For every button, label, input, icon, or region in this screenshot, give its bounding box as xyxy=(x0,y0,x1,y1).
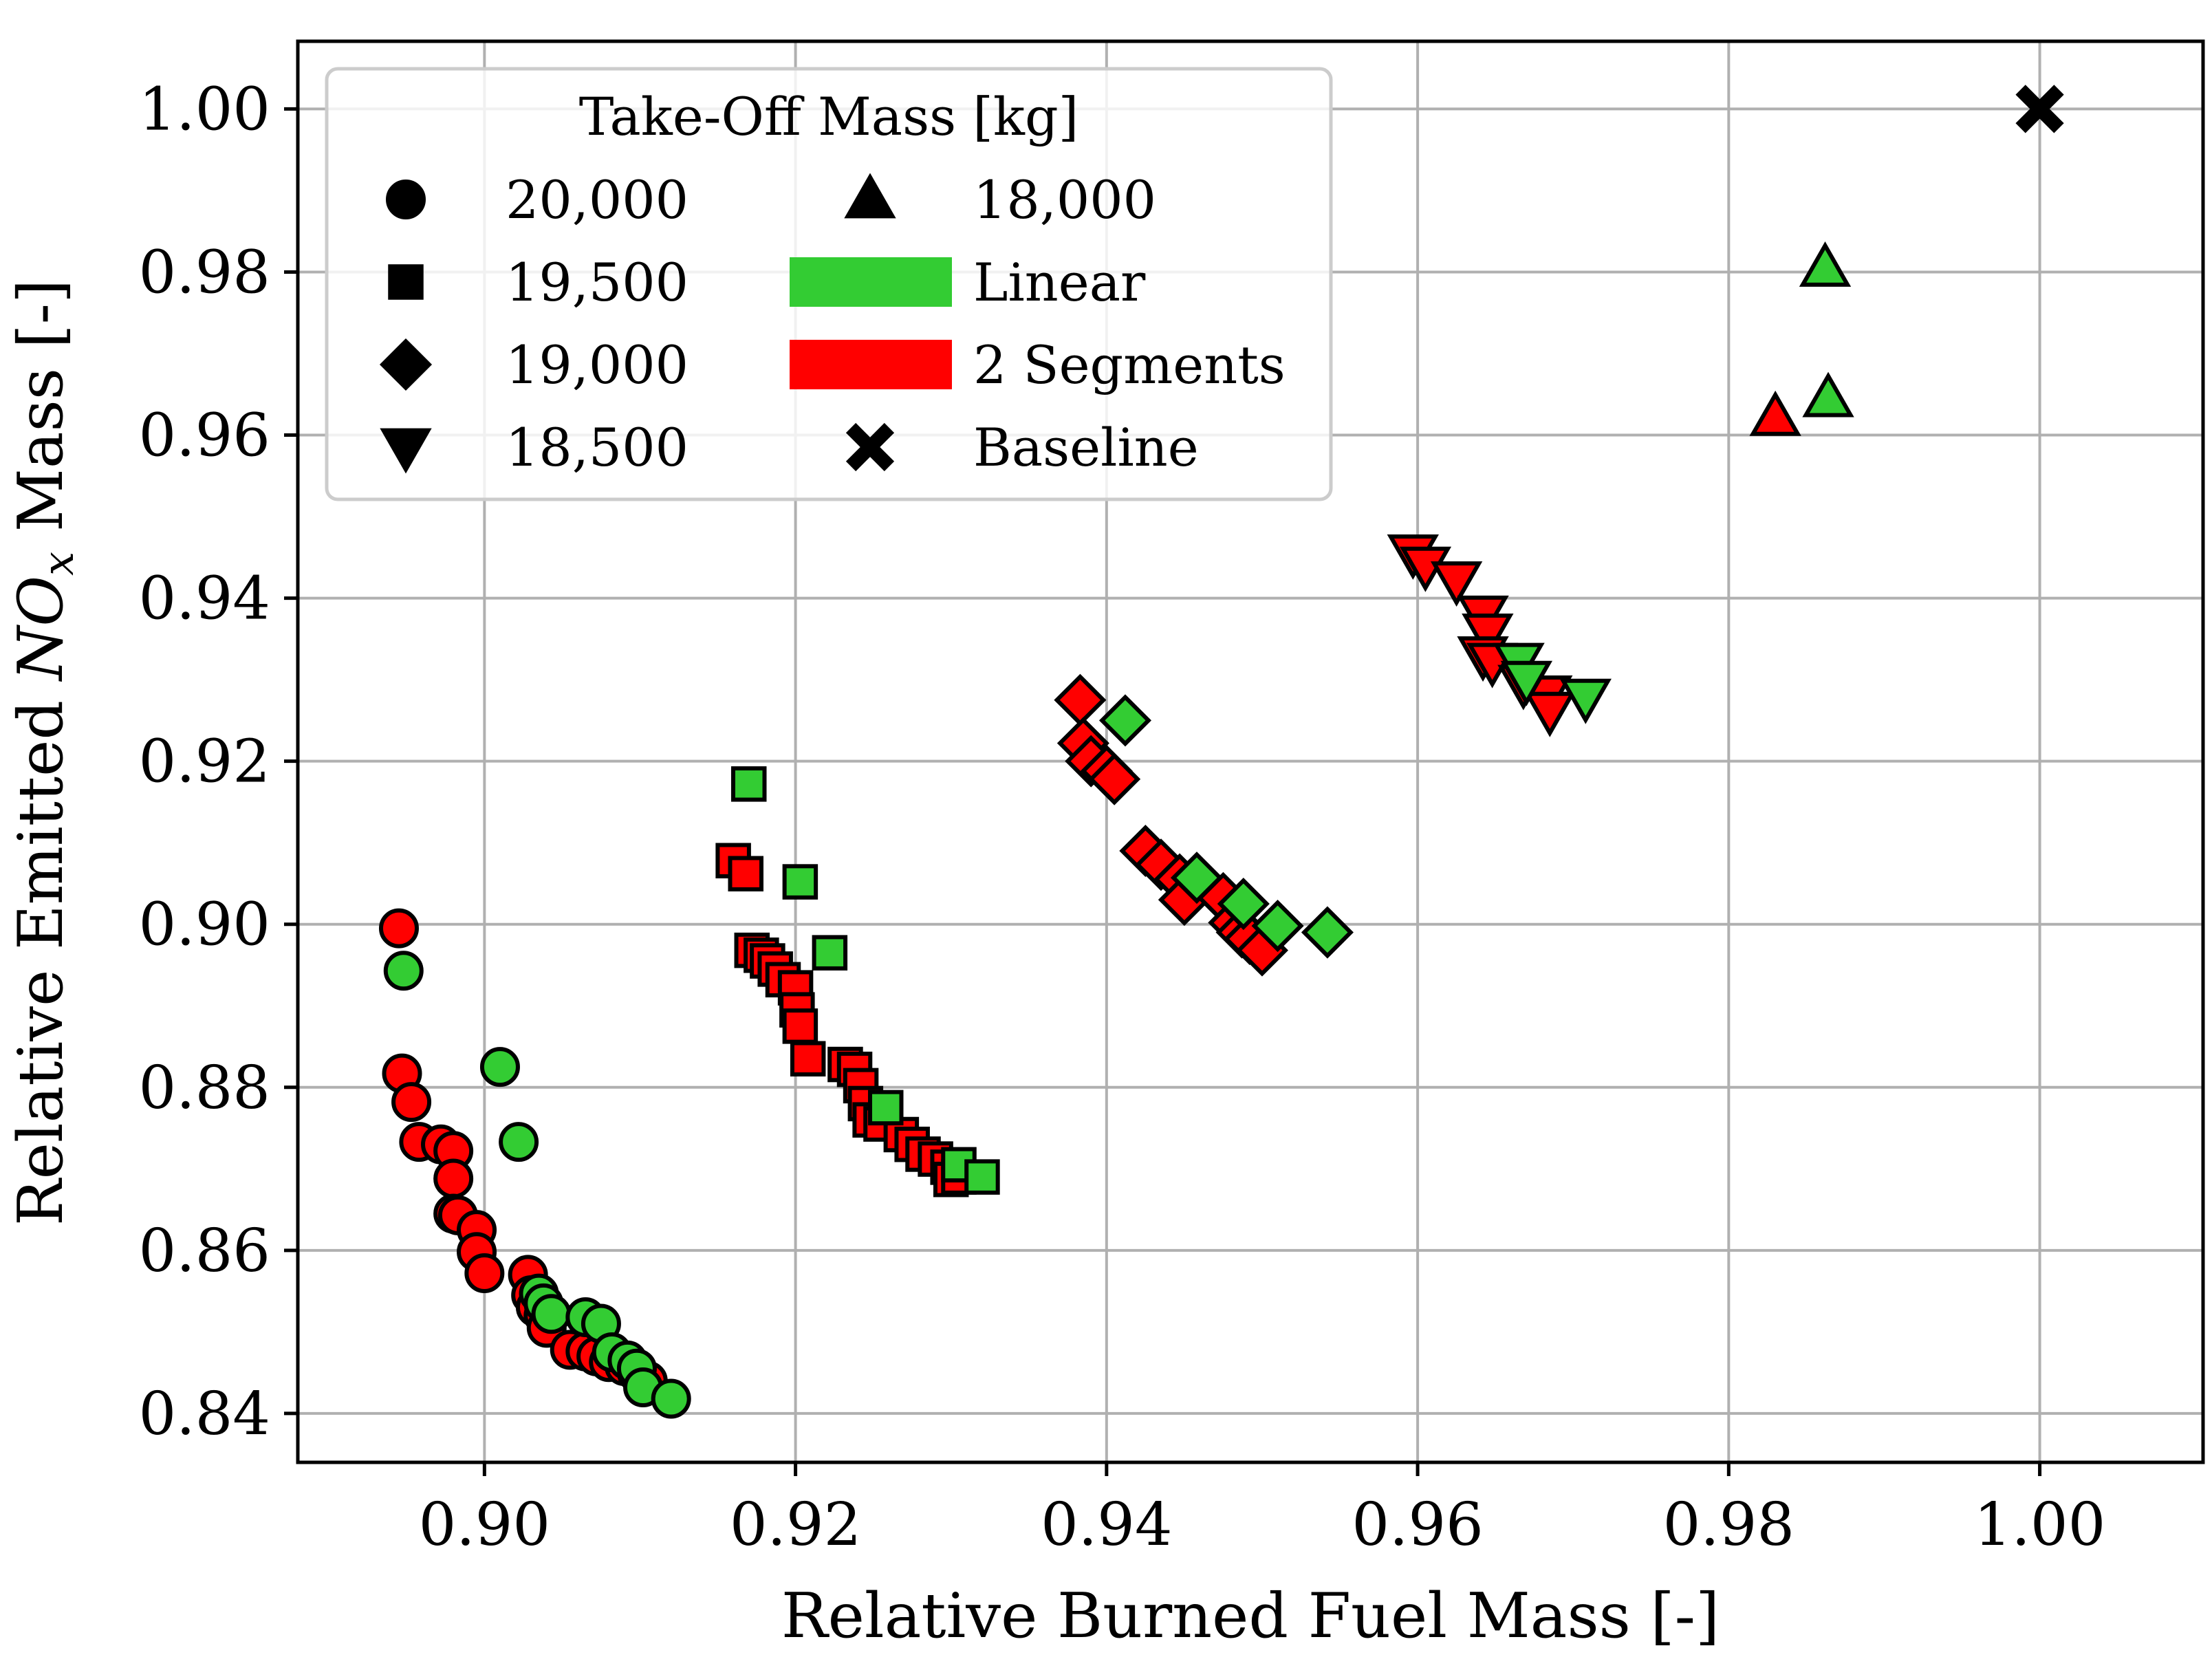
legend-label: 18,500 xyxy=(506,417,688,478)
data-point-diamond xyxy=(1251,900,1304,953)
data-point-triangle-down xyxy=(1524,691,1576,737)
legend-marker-circle xyxy=(386,180,426,219)
data-point-circle xyxy=(479,1047,520,1087)
x-axis-label: Relative Burned Fuel Mass [-] xyxy=(781,1580,1720,1652)
data-point-circle xyxy=(391,1082,432,1123)
axis-ticks: 0.90 0.92 0.94 0.96 0.98 1.00 0.84 0.86 0.88 0.90… xyxy=(139,75,2106,1559)
data-point-triangle-down xyxy=(1430,561,1483,607)
data-point-triangle-down xyxy=(1462,613,1514,659)
data-point-triangle-down xyxy=(1559,678,1612,724)
data-point-square xyxy=(728,856,763,891)
series-triangle-up-two_segments xyxy=(1749,390,1801,436)
data-point-circle xyxy=(464,1253,505,1294)
data-point-diamond xyxy=(1098,694,1152,747)
plot-frame xyxy=(296,39,2205,1464)
data-point-circle xyxy=(433,1158,474,1199)
y-tick-label: 0.88 xyxy=(139,1054,270,1123)
x-tick-label: 0.90 xyxy=(419,1491,550,1559)
y-axis-label-pre: Relative Emitted xyxy=(5,680,77,1226)
legend-patch-two_segments xyxy=(790,340,952,389)
y-tick-label: 1.00 xyxy=(139,75,270,144)
series-circle-linear xyxy=(383,951,691,1419)
series-triangle-down-linear xyxy=(1493,642,1612,724)
legend-label: Linear xyxy=(973,252,1146,313)
legend-marker-square xyxy=(388,264,424,300)
data-point-diamond xyxy=(1217,878,1270,931)
y-tick-label: 0.98 xyxy=(139,238,270,307)
data-point-square xyxy=(867,1090,904,1126)
y-axis-label: Relative Emitted NOx Mass [-] xyxy=(5,279,83,1226)
y-tick-label: 0.94 xyxy=(139,565,270,633)
y-tick-label: 0.92 xyxy=(139,728,270,797)
x-tick-label: 0.94 xyxy=(1041,1491,1172,1559)
legend-entries: 20,000 19,500 19,000 18,500 18,000 Linear 2 Se… xyxy=(379,169,1286,478)
legend-marker-triangle-down xyxy=(380,428,432,474)
y-axis-label-sub: x xyxy=(33,552,83,576)
legend-label: 18,000 xyxy=(973,169,1156,230)
series-square-two_segments xyxy=(715,843,977,1198)
data-point-diamond xyxy=(1170,852,1224,905)
y-tick-label: 0.90 xyxy=(139,891,270,960)
data-point-triangle-up xyxy=(1802,371,1854,418)
series-diamond-two_segments xyxy=(1054,673,1289,977)
data-point-circle xyxy=(531,1294,572,1334)
data-point-square xyxy=(812,935,848,971)
legend-marker-diamond xyxy=(379,338,433,391)
legend-marker-x-cross xyxy=(845,422,895,472)
data-point-diamond xyxy=(1054,673,1107,726)
legend-patch-linear xyxy=(790,257,952,307)
x-tick-label: 0.96 xyxy=(1352,1491,1483,1559)
data-point-square xyxy=(731,766,767,802)
data-point-diamond xyxy=(1088,752,1141,805)
legend-label: 19,500 xyxy=(506,252,688,313)
data-point-circle xyxy=(378,908,419,949)
legend-label: Baseline xyxy=(973,417,1199,478)
x-tick-label: 0.92 xyxy=(730,1491,861,1559)
legend: Take-Off Mass [kg] 20,000 19,500 19,000 18,… xyxy=(325,67,1333,501)
data-point-diamond xyxy=(1301,906,1354,959)
series-x-cross-baseline xyxy=(2015,85,2064,133)
data-point-triangle-up xyxy=(1799,241,1852,287)
data-point-square xyxy=(790,1041,826,1077)
data-point-square xyxy=(782,864,818,900)
legend-marker-triangle-up xyxy=(844,173,896,219)
data-point-triangle-down xyxy=(1500,660,1553,706)
y-tick-label: 0.96 xyxy=(139,402,270,470)
data-point-square xyxy=(782,1008,818,1044)
x-tick-label: 1.00 xyxy=(1974,1491,2105,1559)
data-point-x-cross xyxy=(2015,85,2064,133)
y-axis-label-post: Mass [-] xyxy=(5,279,77,552)
x-tick-label: 0.98 xyxy=(1663,1491,1794,1559)
legend-title: Take-Off Mass [kg] xyxy=(579,86,1079,147)
y-tick-label: 0.86 xyxy=(139,1217,270,1286)
series-square-linear xyxy=(731,766,1000,1195)
data-point-square xyxy=(964,1159,1000,1195)
data-points xyxy=(378,85,2064,1419)
data-point-circle xyxy=(651,1378,691,1419)
legend-label: 20,000 xyxy=(506,169,688,230)
series-triangle-up-linear xyxy=(1799,241,1854,418)
data-point-circle xyxy=(383,951,424,991)
data-point-triangle-up xyxy=(1749,390,1801,436)
y-axis-label-math: NO xyxy=(5,576,77,682)
legend-label: 2 Segments xyxy=(973,334,1286,396)
y-tick-label: 0.84 xyxy=(139,1380,270,1449)
series-diamond-linear xyxy=(1098,694,1354,959)
legend-label: 19,000 xyxy=(506,334,688,396)
data-point-circle xyxy=(499,1122,539,1162)
